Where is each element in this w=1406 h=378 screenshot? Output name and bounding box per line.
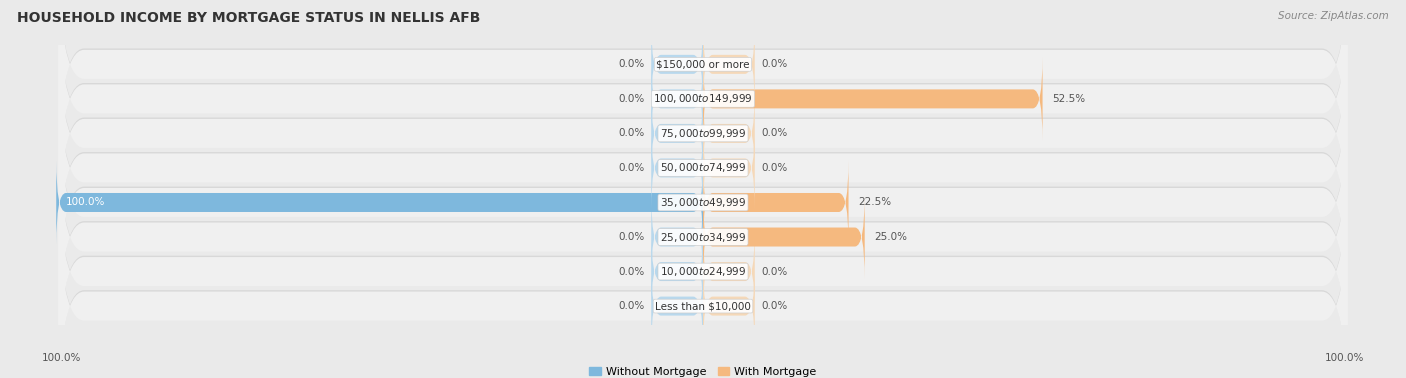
FancyBboxPatch shape [58, 183, 1348, 378]
FancyBboxPatch shape [58, 43, 1348, 290]
FancyBboxPatch shape [651, 195, 703, 279]
FancyBboxPatch shape [58, 181, 1348, 378]
Text: 0.0%: 0.0% [761, 129, 787, 138]
FancyBboxPatch shape [651, 264, 703, 349]
FancyBboxPatch shape [703, 125, 755, 210]
FancyBboxPatch shape [703, 264, 755, 349]
FancyBboxPatch shape [58, 112, 1348, 359]
Text: 0.0%: 0.0% [761, 266, 787, 277]
FancyBboxPatch shape [58, 79, 1348, 326]
Text: $25,000 to $34,999: $25,000 to $34,999 [659, 231, 747, 243]
FancyBboxPatch shape [651, 125, 703, 210]
FancyBboxPatch shape [58, 0, 1348, 221]
FancyBboxPatch shape [58, 0, 1348, 187]
FancyBboxPatch shape [703, 160, 849, 245]
FancyBboxPatch shape [703, 91, 755, 176]
FancyBboxPatch shape [703, 229, 755, 314]
Text: 0.0%: 0.0% [761, 59, 787, 69]
Text: Less than $10,000: Less than $10,000 [655, 301, 751, 311]
Text: 0.0%: 0.0% [619, 94, 645, 104]
Text: $10,000 to $24,999: $10,000 to $24,999 [659, 265, 747, 278]
Text: 52.5%: 52.5% [1052, 94, 1085, 104]
FancyBboxPatch shape [651, 57, 703, 141]
Text: HOUSEHOLD INCOME BY MORTGAGE STATUS IN NELLIS AFB: HOUSEHOLD INCOME BY MORTGAGE STATUS IN N… [17, 11, 481, 25]
Text: $150,000 or more: $150,000 or more [657, 59, 749, 69]
Text: $100,000 to $149,999: $100,000 to $149,999 [654, 92, 752, 105]
FancyBboxPatch shape [703, 57, 1043, 141]
FancyBboxPatch shape [56, 160, 703, 245]
FancyBboxPatch shape [58, 10, 1348, 257]
Text: 0.0%: 0.0% [619, 129, 645, 138]
Text: 0.0%: 0.0% [619, 266, 645, 277]
Text: $35,000 to $49,999: $35,000 to $49,999 [659, 196, 747, 209]
FancyBboxPatch shape [58, 0, 1348, 223]
FancyBboxPatch shape [651, 229, 703, 314]
FancyBboxPatch shape [651, 22, 703, 107]
Text: 100.0%: 100.0% [66, 197, 105, 208]
Text: $50,000 to $74,999: $50,000 to $74,999 [659, 161, 747, 175]
Text: 100.0%: 100.0% [42, 353, 82, 363]
Text: 0.0%: 0.0% [619, 59, 645, 69]
Text: 0.0%: 0.0% [619, 163, 645, 173]
FancyBboxPatch shape [651, 91, 703, 176]
FancyBboxPatch shape [58, 77, 1348, 325]
FancyBboxPatch shape [58, 148, 1348, 378]
FancyBboxPatch shape [703, 22, 755, 107]
Text: 25.0%: 25.0% [875, 232, 907, 242]
FancyBboxPatch shape [703, 195, 865, 279]
FancyBboxPatch shape [58, 113, 1348, 361]
Text: Source: ZipAtlas.com: Source: ZipAtlas.com [1278, 11, 1389, 21]
Text: 0.0%: 0.0% [761, 301, 787, 311]
Text: $75,000 to $99,999: $75,000 to $99,999 [659, 127, 747, 140]
Text: 0.0%: 0.0% [761, 163, 787, 173]
Text: 0.0%: 0.0% [619, 232, 645, 242]
FancyBboxPatch shape [58, 44, 1348, 291]
Text: 0.0%: 0.0% [619, 301, 645, 311]
Text: 100.0%: 100.0% [1324, 353, 1364, 363]
FancyBboxPatch shape [58, 0, 1348, 188]
Legend: Without Mortgage, With Mortgage: Without Mortgage, With Mortgage [585, 362, 821, 378]
FancyBboxPatch shape [58, 147, 1348, 378]
FancyBboxPatch shape [58, 8, 1348, 256]
Text: 22.5%: 22.5% [858, 197, 891, 208]
